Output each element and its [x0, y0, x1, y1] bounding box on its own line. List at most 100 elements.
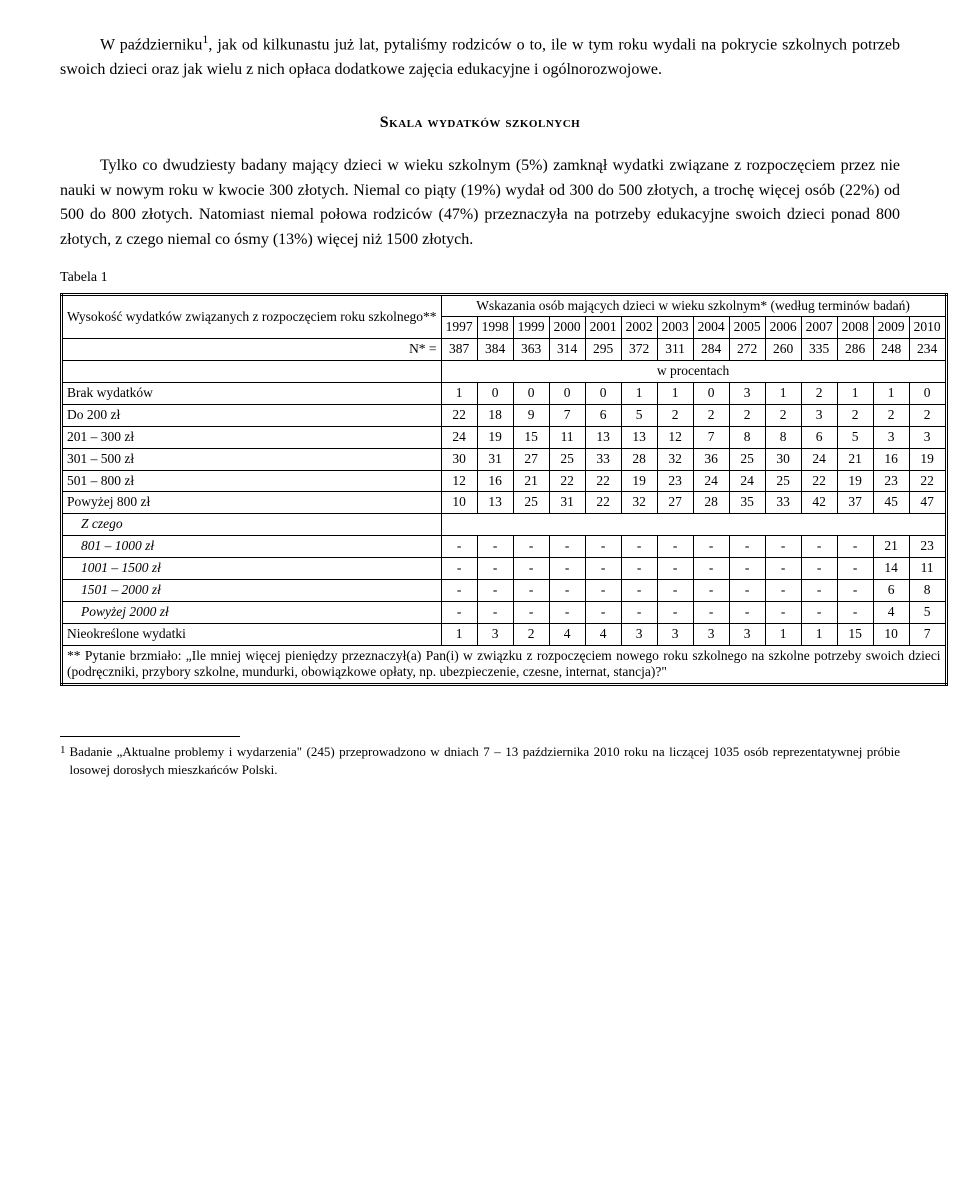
n-row: N* = 38738436331429537231128427226033528… — [62, 339, 947, 361]
unit-label: w procentach — [441, 361, 946, 383]
table-footnote: ** Pytanie brzmiało: „Ile mniej więcej p… — [62, 645, 947, 685]
data-cell: 24 — [693, 470, 729, 492]
footnote-number: 1 — [60, 743, 66, 758]
data-cell: - — [585, 579, 621, 601]
data-cell: 5 — [837, 426, 873, 448]
row-label: 301 – 500 zł — [62, 448, 442, 470]
data-cell: 7 — [909, 623, 946, 645]
table-caption: Tabela 1 — [60, 267, 900, 289]
data-cell: 31 — [549, 492, 585, 514]
n-cell: 284 — [693, 339, 729, 361]
data-cell: 19 — [837, 470, 873, 492]
stub-header: Wysokość wydatków związanych z rozpoczęc… — [62, 294, 442, 339]
n-cell: 372 — [621, 339, 657, 361]
data-cell: 0 — [909, 383, 946, 405]
data-cell: 0 — [513, 383, 549, 405]
n-cell: 295 — [585, 339, 621, 361]
data-cell: - — [765, 601, 801, 623]
data-cell: 23 — [909, 536, 946, 558]
data-cell: 1 — [765, 383, 801, 405]
data-cell: 2 — [909, 404, 946, 426]
data-cell: 2 — [801, 383, 837, 405]
data-cell: 32 — [657, 448, 693, 470]
table-sub-row: 1501 – 2000 zł------------68 — [62, 579, 947, 601]
data-cell: - — [729, 579, 765, 601]
data-cell: 2 — [693, 404, 729, 426]
n-cell: 363 — [513, 339, 549, 361]
data-cell: - — [837, 558, 873, 580]
data-cell: 3 — [729, 623, 765, 645]
data-cell: 15 — [837, 623, 873, 645]
table-row: Brak wydatków10000110312110 — [62, 383, 947, 405]
data-cell: - — [657, 536, 693, 558]
data-cell: 8 — [909, 579, 946, 601]
body-paragraph-2: Tylko co dwudziesty badany mający dzieci… — [60, 154, 900, 253]
data-cell: 2 — [513, 623, 549, 645]
data-cell: 42 — [801, 492, 837, 514]
data-cell: 12 — [657, 426, 693, 448]
data-cell: 24 — [729, 470, 765, 492]
data-cell: 24 — [801, 448, 837, 470]
n-cell: 384 — [477, 339, 513, 361]
data-cell: 22 — [549, 470, 585, 492]
data-cell: 23 — [873, 470, 909, 492]
data-cell: 2 — [873, 404, 909, 426]
data-cell: - — [801, 558, 837, 580]
data-cell: 9 — [513, 404, 549, 426]
data-cell: 19 — [621, 470, 657, 492]
data-cell: 4 — [585, 623, 621, 645]
year-cell: 1998 — [477, 317, 513, 339]
data-cell: - — [729, 601, 765, 623]
data-cell: 13 — [621, 426, 657, 448]
data-cell: 23 — [657, 470, 693, 492]
year-cell: 2010 — [909, 317, 946, 339]
data-cell: 33 — [765, 492, 801, 514]
year-cell: 2000 — [549, 317, 585, 339]
data-cell: - — [729, 558, 765, 580]
data-cell: 32 — [621, 492, 657, 514]
data-cell: 3 — [621, 623, 657, 645]
data-cell: 27 — [657, 492, 693, 514]
data-cell: - — [765, 579, 801, 601]
data-cell: - — [837, 536, 873, 558]
data-cell: 0 — [585, 383, 621, 405]
data-cell: - — [837, 579, 873, 601]
data-cell: - — [477, 536, 513, 558]
table-footnote-row: ** Pytanie brzmiało: „Ile mniej więcej p… — [62, 645, 947, 685]
n-cell: 272 — [729, 339, 765, 361]
data-cell: 36 — [693, 448, 729, 470]
data-cell: 37 — [837, 492, 873, 514]
row-label: Powyżej 800 zł — [62, 492, 442, 514]
year-cell: 2007 — [801, 317, 837, 339]
data-cell: - — [585, 558, 621, 580]
data-cell: 16 — [477, 470, 513, 492]
table-header-row-1: Wysokość wydatków związanych z rozpoczęc… — [62, 294, 947, 317]
data-cell: 3 — [693, 623, 729, 645]
data-cell: 1 — [873, 383, 909, 405]
data-cell: - — [693, 536, 729, 558]
sub-row-label: 1001 – 1500 zł — [62, 558, 442, 580]
data-cell: 45 — [873, 492, 909, 514]
data-cell: 6 — [801, 426, 837, 448]
data-cell: 2 — [657, 404, 693, 426]
data-cell: 30 — [441, 448, 477, 470]
table-row: 501 – 800 zł1216212222192324242522192322 — [62, 470, 947, 492]
data-cell: - — [801, 601, 837, 623]
data-cell: 2 — [837, 404, 873, 426]
table-row: Nieokreślone wydatki1324433331115107 — [62, 623, 947, 645]
data-cell: 22 — [585, 470, 621, 492]
data-cell: - — [801, 536, 837, 558]
data-cell: 22 — [585, 492, 621, 514]
zczego-row: Z czego — [62, 514, 947, 536]
data-cell: 1 — [621, 383, 657, 405]
sub-row-label: Powyżej 2000 zł — [62, 601, 442, 623]
data-cell: - — [477, 601, 513, 623]
data-cell: - — [513, 536, 549, 558]
data-cell: 11 — [549, 426, 585, 448]
data-cell: 30 — [765, 448, 801, 470]
n-label: N* = — [62, 339, 442, 361]
data-cell: 3 — [729, 383, 765, 405]
row-label: 501 – 800 zł — [62, 470, 442, 492]
data-cell: 10 — [873, 623, 909, 645]
data-cell: 11 — [909, 558, 946, 580]
